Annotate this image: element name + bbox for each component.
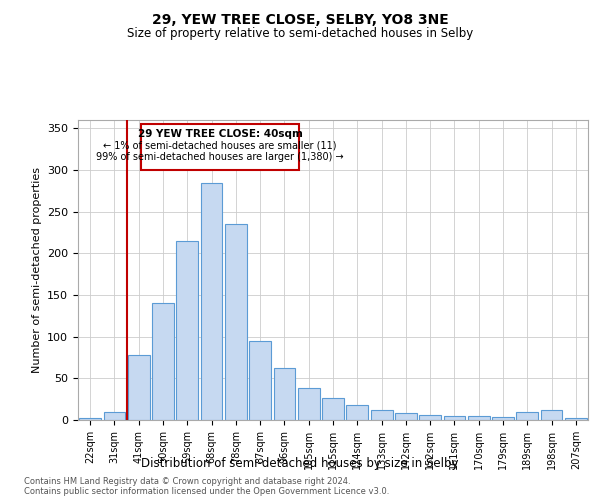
FancyBboxPatch shape [141,124,299,170]
Bar [79,418,101,420]
Bar [565,418,587,420]
Text: 99% of semi-detached houses are larger (1,380) →: 99% of semi-detached houses are larger (… [96,152,344,162]
Bar [249,341,271,420]
Text: 29 YEW TREE CLOSE: 40sqm: 29 YEW TREE CLOSE: 40sqm [137,129,302,139]
Text: ← 1% of semi-detached houses are smaller (11): ← 1% of semi-detached houses are smaller… [103,141,337,151]
Bar [274,368,295,420]
Text: Size of property relative to semi-detached houses in Selby: Size of property relative to semi-detach… [127,28,473,40]
Y-axis label: Number of semi-detached properties: Number of semi-detached properties [32,167,41,373]
Bar [395,414,417,420]
Bar [371,410,392,420]
Bar [298,388,320,420]
Bar [322,398,344,420]
Bar [200,182,223,420]
Bar [468,416,490,420]
Bar [225,224,247,420]
Text: Contains HM Land Registry data © Crown copyright and database right 2024.: Contains HM Land Registry data © Crown c… [24,477,350,486]
Bar [346,405,368,420]
Text: 29, YEW TREE CLOSE, SELBY, YO8 3NE: 29, YEW TREE CLOSE, SELBY, YO8 3NE [152,12,448,26]
Bar [541,410,562,420]
Text: Contains public sector information licensed under the Open Government Licence v3: Contains public sector information licen… [24,487,389,496]
Bar [128,355,149,420]
Bar [104,412,125,420]
Text: Distribution of semi-detached houses by size in Selby: Distribution of semi-detached houses by … [141,458,459,470]
Bar [443,416,466,420]
Bar [492,416,514,420]
Bar [517,412,538,420]
Bar [419,415,441,420]
Bar [152,304,174,420]
Bar [176,241,198,420]
